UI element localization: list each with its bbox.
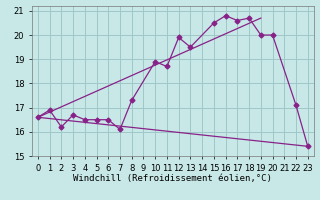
X-axis label: Windchill (Refroidissement éolien,°C): Windchill (Refroidissement éolien,°C) <box>73 174 272 183</box>
